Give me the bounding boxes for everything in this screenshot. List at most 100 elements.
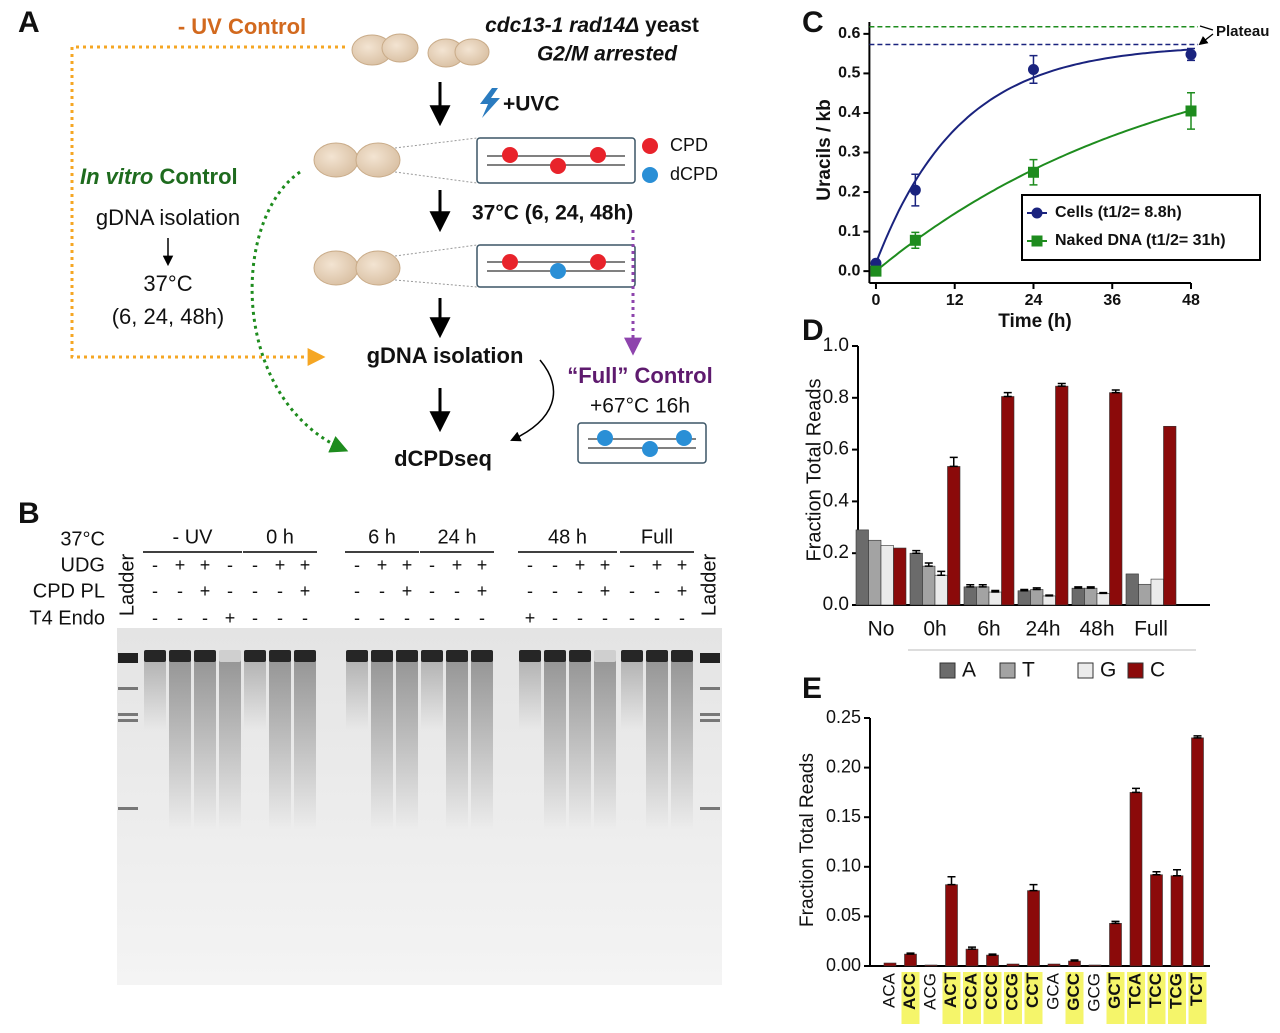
legend-label: Cells (t1/2= 8.8h) — [1055, 204, 1182, 221]
x-tick-label: No — [868, 618, 895, 641]
bar — [1163, 425, 1177, 606]
error-bar — [991, 589, 1000, 593]
x-tick-label: 36 — [1103, 292, 1121, 309]
legend-marker — [1031, 235, 1043, 247]
gel-band — [671, 650, 693, 662]
error-bar — [1032, 587, 1041, 591]
bar — [1042, 595, 1056, 606]
flow-arrows — [162, 82, 555, 442]
legend-swatch — [999, 662, 1016, 679]
gel-sign: - — [277, 608, 283, 628]
incubation-label: 37°C (6, 24, 48h) — [472, 202, 633, 225]
gel-sign: - — [629, 555, 635, 575]
bar — [883, 962, 897, 967]
gel-sign: + — [175, 555, 186, 575]
gel-sign: - — [654, 608, 660, 628]
gel-smear — [294, 660, 316, 830]
gel-band — [621, 650, 643, 662]
x-tick-label: ACC — [900, 973, 919, 1010]
uv-icon — [480, 88, 500, 118]
gel-sign: + — [600, 555, 611, 575]
gel-sign: + — [652, 555, 663, 575]
error-bar — [1070, 959, 1079, 962]
bar — [909, 552, 923, 606]
legend-marker — [1031, 207, 1043, 219]
x-tick-label: GCC — [1064, 973, 1083, 1011]
y-tick-label: 0.00 — [826, 955, 861, 975]
ladder-label: Ladder — [698, 554, 720, 617]
gel-sign: + — [477, 555, 488, 575]
gel-sign: - — [252, 608, 258, 628]
gel-sign: - — [354, 555, 360, 575]
error-bar — [1152, 871, 1161, 876]
x-tick-label: 6h — [977, 618, 1000, 641]
gel-row-label: T4 Endo — [29, 607, 105, 629]
gel-sign: + — [275, 555, 286, 575]
gel-sign: - — [354, 581, 360, 601]
gel-band — [269, 650, 291, 662]
gel-band — [396, 650, 418, 662]
gdna-label: gDNA isolation — [367, 343, 524, 368]
gel-sign: - — [152, 608, 158, 628]
y-tick-label: 0.2 — [838, 183, 860, 200]
gel-smear — [396, 660, 418, 830]
label-highlight — [1147, 972, 1166, 1024]
label-highlight — [1188, 972, 1207, 1024]
bar — [963, 586, 977, 606]
gel-band — [194, 650, 216, 662]
x-tick-label: GCG — [1084, 973, 1103, 1012]
error-bar — [1173, 869, 1181, 877]
gel-band — [519, 650, 541, 662]
gel-sign: - — [227, 581, 233, 601]
invitro-arrow — [250, 170, 349, 453]
gel-sign: - — [577, 581, 583, 601]
gel-smear — [219, 660, 241, 830]
x-tick-label: 48 — [1182, 292, 1200, 309]
gel-smear — [621, 660, 643, 730]
label-highlight — [1168, 972, 1186, 1024]
legend-label: C — [1150, 659, 1165, 682]
label-highlight — [1004, 972, 1022, 1024]
gel-sign: - — [479, 608, 485, 628]
error-bar — [1193, 735, 1202, 739]
legend-swatch — [939, 662, 956, 679]
x-tick-label: TCA — [1125, 973, 1144, 1008]
gel-sign: - — [429, 555, 435, 575]
x-axis-label: Time (h) — [998, 311, 1072, 332]
gel-band — [219, 650, 241, 662]
x-tick-label: TCG — [1166, 973, 1185, 1009]
gel-sign: - — [629, 581, 635, 601]
panel-label: C — [802, 6, 824, 39]
gel-smear — [471, 660, 493, 830]
gel-sign: - — [152, 555, 158, 575]
error-bar — [912, 549, 921, 554]
dcpdseq-label: dCPDseq — [394, 446, 492, 471]
error-bar — [978, 584, 987, 588]
gel-smear — [346, 660, 368, 730]
gel-sign: - — [552, 608, 558, 628]
label-highlight — [983, 972, 1002, 1024]
bar — [965, 948, 979, 967]
error-bar — [947, 875, 956, 886]
gel-sign: + — [402, 555, 413, 575]
error-bar — [968, 946, 976, 950]
x-tick-label: ACT — [941, 972, 960, 1008]
error-bar — [1099, 591, 1108, 595]
gel-row-label: UDG — [61, 554, 105, 576]
ladder-band — [118, 719, 138, 722]
invitro-italic: In vitro — [80, 164, 153, 189]
gel-sign: + — [402, 581, 413, 601]
annotation-arrow — [1200, 25, 1214, 44]
arrest-label: G2/M arrested — [537, 43, 678, 66]
gel-band — [646, 650, 668, 662]
bar — [1109, 392, 1123, 606]
bar — [1055, 385, 1069, 606]
bar — [1017, 590, 1031, 606]
invitro-step: 37°C — [143, 271, 192, 296]
gel-sign: - — [252, 555, 258, 575]
error-bar — [1111, 389, 1120, 394]
gel-sign: - — [404, 608, 410, 628]
gel-sign: - — [454, 608, 460, 628]
gel-sign: - — [429, 608, 435, 628]
